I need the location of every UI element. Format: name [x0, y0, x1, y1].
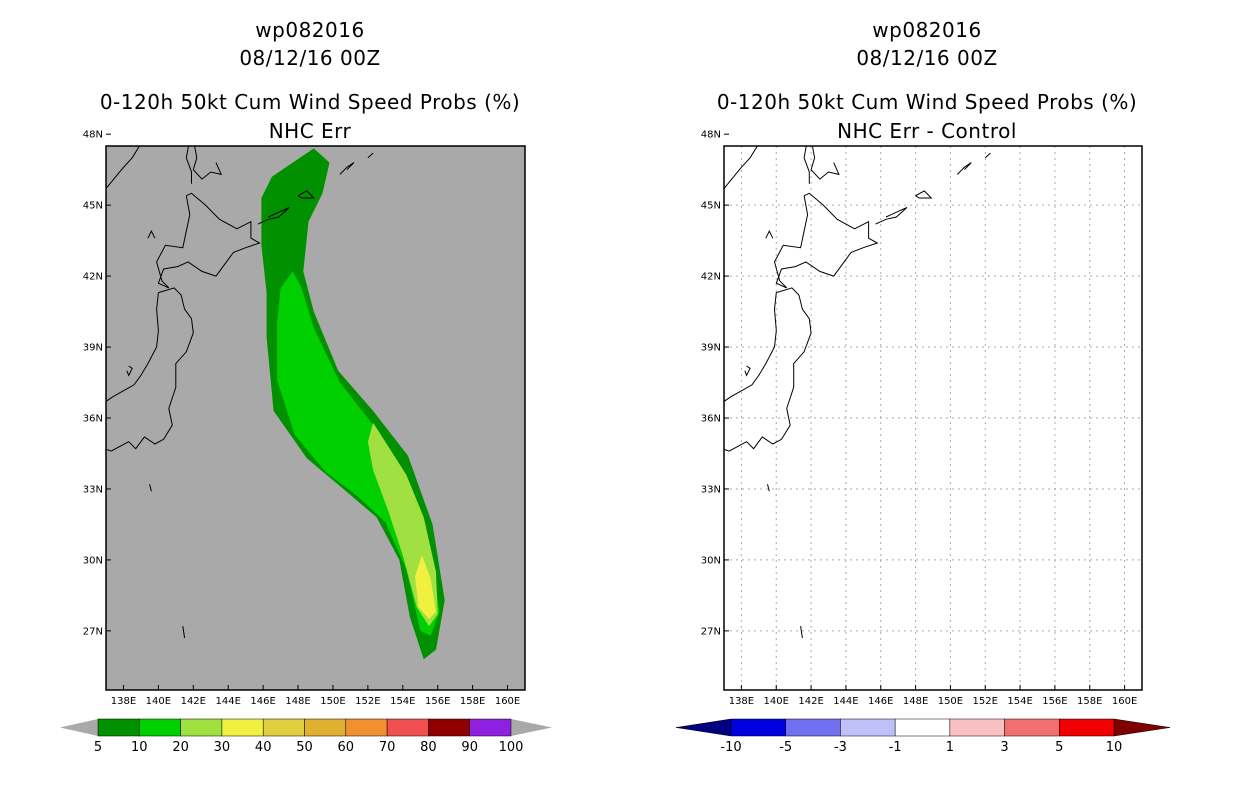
coastline: [385, 137, 390, 144]
coastline: [182, 626, 186, 639]
coastline: [192, 146, 223, 180]
coastline: [367, 152, 374, 159]
x-tick-label: 158E: [460, 696, 485, 707]
right-chart-subtitle: NHC Err - Control: [837, 119, 1017, 143]
left-chart-title: 0-120h 50kt Cum Wind Speed Probs (%): [99, 90, 521, 114]
coastline: [147, 229, 156, 239]
x-tick-label: 148E: [285, 696, 310, 707]
right-datetime: 08/12/16 00Z: [856, 46, 998, 70]
prob-contour-10: [277, 271, 440, 636]
x-tick-label: 146E: [250, 696, 275, 707]
coastline: [257, 207, 290, 225]
y-tick-label: 27N: [83, 626, 103, 637]
right-storm-id: wp082016: [872, 18, 982, 42]
left-chart-subtitle: NHC Err: [268, 119, 352, 143]
coastline: [429, 120, 436, 134]
coastline: [106, 292, 159, 402]
coastline: [126, 365, 133, 377]
y-tick-label: 36N: [83, 414, 103, 425]
y-tick-label: 30N: [83, 555, 103, 566]
x-tick-label: 152E: [355, 696, 380, 707]
y-tick-label: 39N: [83, 343, 103, 354]
left-storm-id: wp082016: [255, 18, 365, 42]
coastline: [297, 190, 315, 199]
x-tick-label: 160E: [495, 696, 520, 707]
right-chart-title: 0-120h 50kt Cum Wind Speed Probs (%): [716, 90, 1138, 114]
coastline: [339, 162, 355, 175]
left-datetime: 08/12/16 00Z: [239, 46, 381, 70]
x-tick-label: 138E: [111, 696, 136, 707]
coastline: [106, 287, 194, 452]
x-tick-label: 156E: [425, 696, 450, 707]
x-tick-label: 154E: [390, 696, 415, 707]
coastline: [185, 146, 192, 184]
coastline: [156, 192, 261, 289]
y-tick-label: 48N: [83, 130, 103, 141]
x-tick-label: 144E: [216, 696, 241, 707]
y-tick-label: 45N: [83, 201, 103, 212]
coastline: [106, 146, 141, 189]
y-tick-label: 42N: [83, 272, 103, 283]
x-tick-label: 142E: [181, 696, 206, 707]
coastline: [149, 484, 152, 492]
prob-contour-30: [415, 555, 436, 619]
x-tick-label: 140E: [146, 696, 171, 707]
y-tick-label: 33N: [83, 484, 103, 495]
x-tick-label: 150E: [320, 696, 345, 707]
